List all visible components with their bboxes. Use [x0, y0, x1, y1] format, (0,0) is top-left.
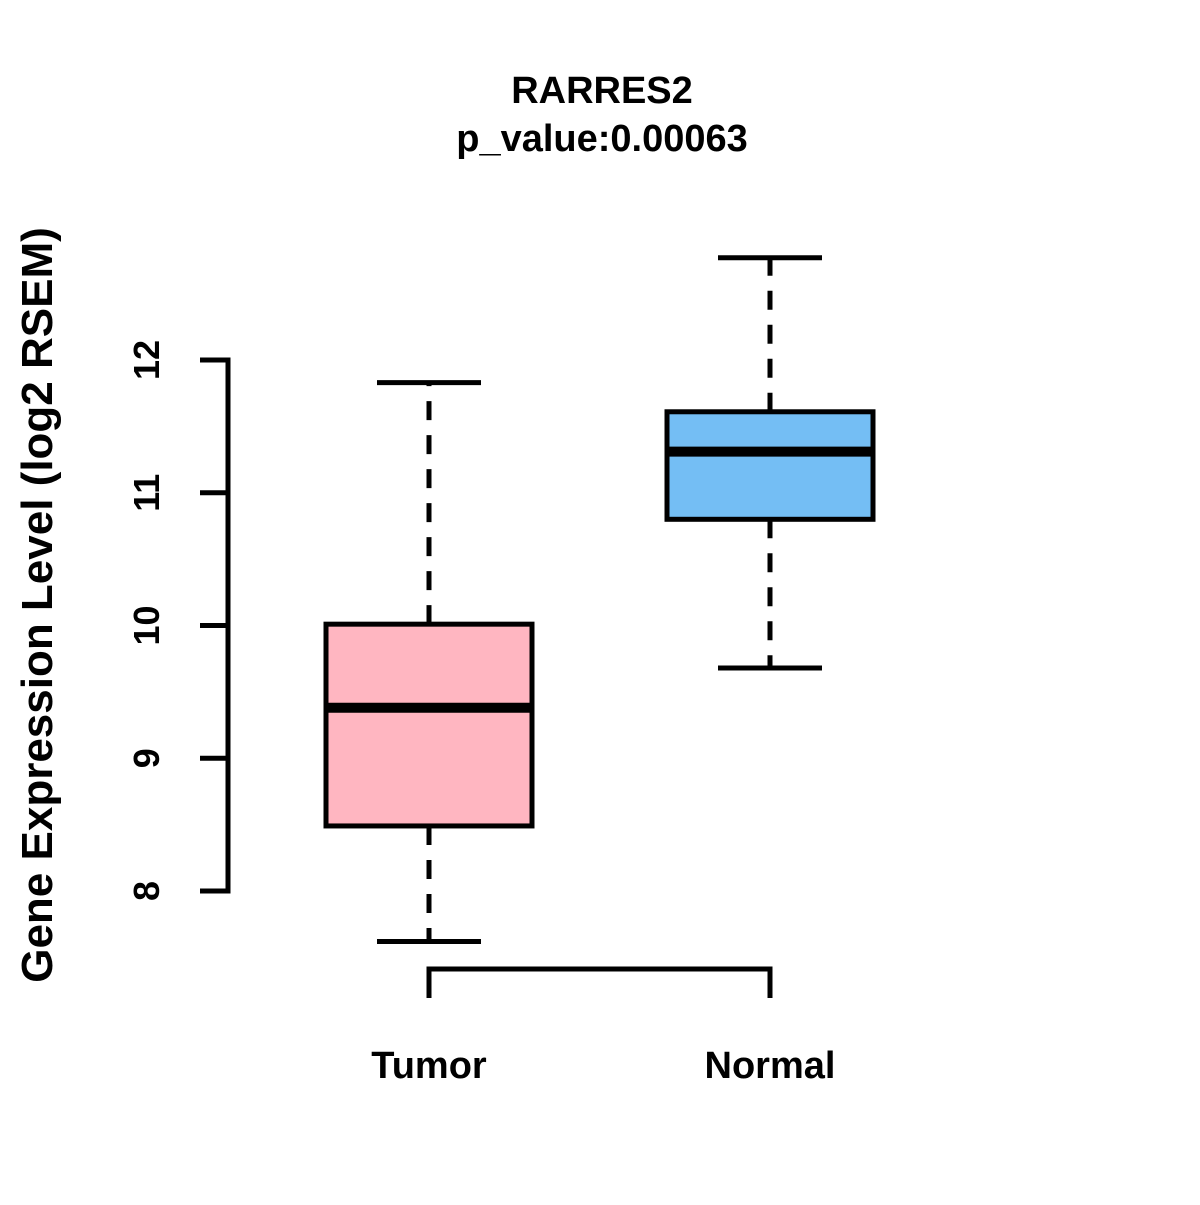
chart-title: RARRES2 [511, 70, 693, 112]
chart-subtitle: p_value:0.00063 [456, 118, 748, 160]
box-normal[interactable] [664, 255, 876, 671]
x-label-tumor: Tumor [371, 1045, 487, 1087]
y-tick-label: 11 [126, 474, 167, 512]
iqr-box[interactable] [664, 409, 876, 522]
y-tick-label: 10 [126, 605, 167, 645]
y-axis-label: Gene Expression Level (log2 RSEM) [13, 227, 62, 983]
y-tick-labels: 8 9 10 11 12 [126, 340, 167, 901]
x-label-normal: Normal [705, 1045, 836, 1087]
y-tick-label: 12 [126, 340, 167, 380]
y-axis [200, 357, 231, 894]
box-tumor[interactable] [323, 380, 535, 944]
y-tick-label: 9 [126, 748, 167, 768]
x-axis-bracket [426, 966, 773, 998]
iqr-box[interactable] [323, 621, 535, 829]
y-tick-label: 8 [126, 881, 167, 901]
